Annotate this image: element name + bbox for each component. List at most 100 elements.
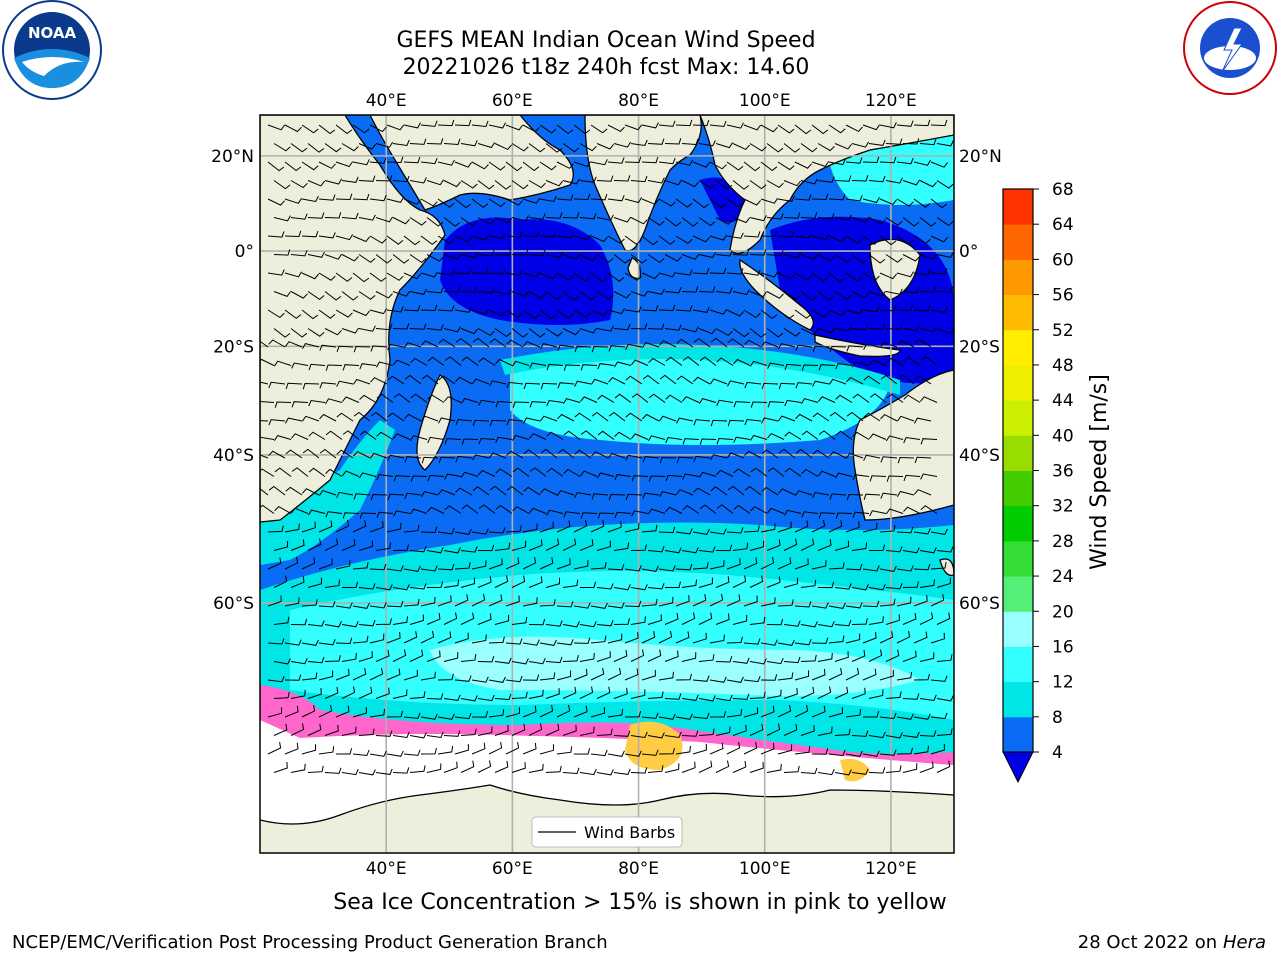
wind-barb [913,269,931,276]
colorbar-segment [1003,470,1033,507]
wind-barb [930,268,948,275]
wind-barb [709,267,727,275]
wind-barb [556,558,571,570]
wind-barb [540,448,558,459]
wind-barb [591,451,609,459]
wind-barb [596,583,614,590]
wind-barb [539,415,558,422]
wind-barb [811,519,826,533]
wind-barb [675,235,693,245]
wind-barb [795,382,813,389]
wind-barb [318,272,336,281]
wind-barb [749,143,767,152]
wind-barb [284,124,302,133]
wind-barb [341,143,359,152]
wind-barb [641,122,659,129]
wind-barb [710,454,728,461]
wind-barb [784,431,802,440]
wind-barb [676,456,694,464]
wind-barb [546,431,564,440]
wind-barb [528,180,546,189]
wind-barb [647,177,665,184]
nws-logo [1183,1,1277,95]
wind-barb [352,561,369,570]
wind-barb [268,419,286,426]
wind-barb [421,456,439,464]
wind-barb [528,328,546,338]
wind-barb [692,528,710,535]
wind-barb [709,593,724,607]
wind-barb [936,654,953,662]
wind-barb [260,454,269,459]
wind-barb [426,217,444,227]
wind-barb [370,345,388,352]
wind-barb [472,454,490,461]
wind-barb [641,198,659,205]
wind-barb [834,325,852,332]
colorbar-tick-label: 48 [1052,356,1074,376]
wind-barb [760,197,779,204]
wind-barb [919,286,937,293]
wind-barb [902,693,920,700]
wind-barb [358,728,375,736]
wind-barb [658,271,677,278]
sea-ice-yellow-patch [625,721,683,770]
wind-barb [260,358,275,366]
wind-barb [556,232,574,239]
wind-barb [664,763,680,773]
colorbar-tick-label: 24 [1052,567,1074,587]
wind-barb [715,180,733,190]
wind-barb [879,342,898,348]
wind-barb [783,143,801,153]
wind-barb [693,337,711,348]
tick-labels: 40°E40°E60°E60°E80°E80°E100°E100°E120°E1… [211,91,1002,879]
footer-host: Hera [1222,932,1266,953]
wind-barb [369,452,388,459]
wind-barb [625,343,643,351]
wind-barb [539,195,557,203]
wind-barb [307,620,325,627]
wind-barb [545,688,560,699]
wind-barb [352,520,367,533]
wind-barb [868,731,886,739]
wind-barb [260,468,275,477]
wind-barb [352,378,371,385]
wind-barb [834,728,851,736]
wind-barb [614,511,632,519]
wind-barb [291,507,309,514]
wind-barb [573,124,591,135]
wind-barb [784,363,802,371]
noaa-logo-text: NOAA [28,24,77,42]
wind-barb [761,449,779,459]
wind-barb [291,467,309,477]
wind-barb [539,672,556,681]
wind-barb [767,362,785,369]
wind-barb [443,217,461,227]
wind-barb [828,193,846,201]
wind-barb [828,707,844,718]
wind-barb [562,291,580,301]
wind-barb [341,726,357,736]
wind-barb [494,217,512,224]
wind-barb [709,528,727,535]
wind-barb [777,599,794,607]
wind-barb [426,613,441,625]
wind-barb [896,526,914,534]
wind-barb [675,563,693,571]
wind-barb [665,474,683,482]
wind-barb [302,382,320,390]
wind-barb [902,217,920,227]
wind-barb [335,705,350,718]
wind-barb [624,156,642,164]
wind-barb [574,491,592,499]
wind-barb [648,357,666,366]
wind-barb [698,328,716,335]
wind-barb [869,433,887,440]
wind-barb [284,639,302,646]
wind-barb [460,217,478,227]
wind-barb [308,431,326,440]
wind-barb [597,430,615,440]
wind-barb [260,381,269,385]
wind-barb [777,231,795,238]
wind-barb [732,328,750,338]
